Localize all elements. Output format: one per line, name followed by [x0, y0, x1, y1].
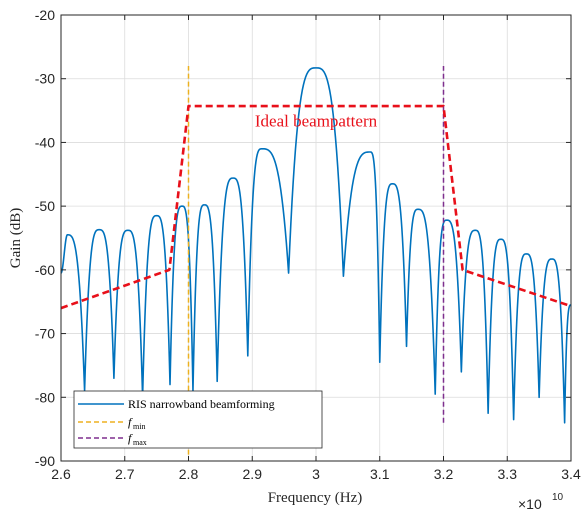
ris-beamforming-line — [60, 67, 572, 424]
x-tick-label: 2.6 — [51, 466, 71, 482]
y-tick-label: -50 — [35, 198, 55, 214]
x-tick-label: 3.4 — [561, 466, 581, 482]
y-tick-label: -70 — [35, 326, 55, 342]
y-tick-label: -60 — [35, 262, 55, 278]
x-tick-label: 3.1 — [370, 466, 390, 482]
y-tick-label: -90 — [35, 453, 55, 469]
x-axis-label: Frequency (Hz) — [268, 490, 363, 506]
legend-label-fmin: f — [128, 415, 133, 429]
y-tick-label: -80 — [35, 389, 55, 405]
y-tick-label: -20 — [35, 7, 55, 23]
x-tick-label: 2.9 — [243, 466, 263, 482]
x-tick-label: 3.2 — [434, 466, 454, 482]
x-exponent-power: 10 — [552, 492, 564, 503]
y-tick-label: -30 — [35, 71, 55, 87]
legend-box — [73, 390, 323, 449]
x-exponent-label: ×10 — [518, 496, 542, 512]
legend-label-fmin-sub: min — [133, 422, 145, 431]
legend-label-fmax-sub: max — [133, 438, 147, 447]
legend: RIS narrowband beamforming f min f max — [73, 390, 323, 449]
x-tick-label: 2.7 — [115, 466, 135, 482]
annotation-ideal-beampattern: Ideal beampattern — [255, 112, 378, 131]
x-tick-label: 3 — [312, 466, 320, 482]
ideal-beampattern-line — [60, 104, 572, 310]
y-tick-label: -40 — [35, 134, 55, 150]
series-layer — [60, 65, 572, 455]
axes-layer: 2.6 2.7 2.8 2.9 3 3.1 3.2 3.3 3.4 -90 -80 -70 -60 -50… — [35, 7, 581, 482]
x-tick-label: 2.8 — [179, 466, 199, 482]
legend-label-ris: RIS narrowband beamforming — [128, 397, 275, 411]
x-tick-label: 3.3 — [498, 466, 518, 482]
y-axis-label: Gain (dB) — [8, 208, 24, 268]
legend-label-fmax: f — [128, 431, 133, 445]
